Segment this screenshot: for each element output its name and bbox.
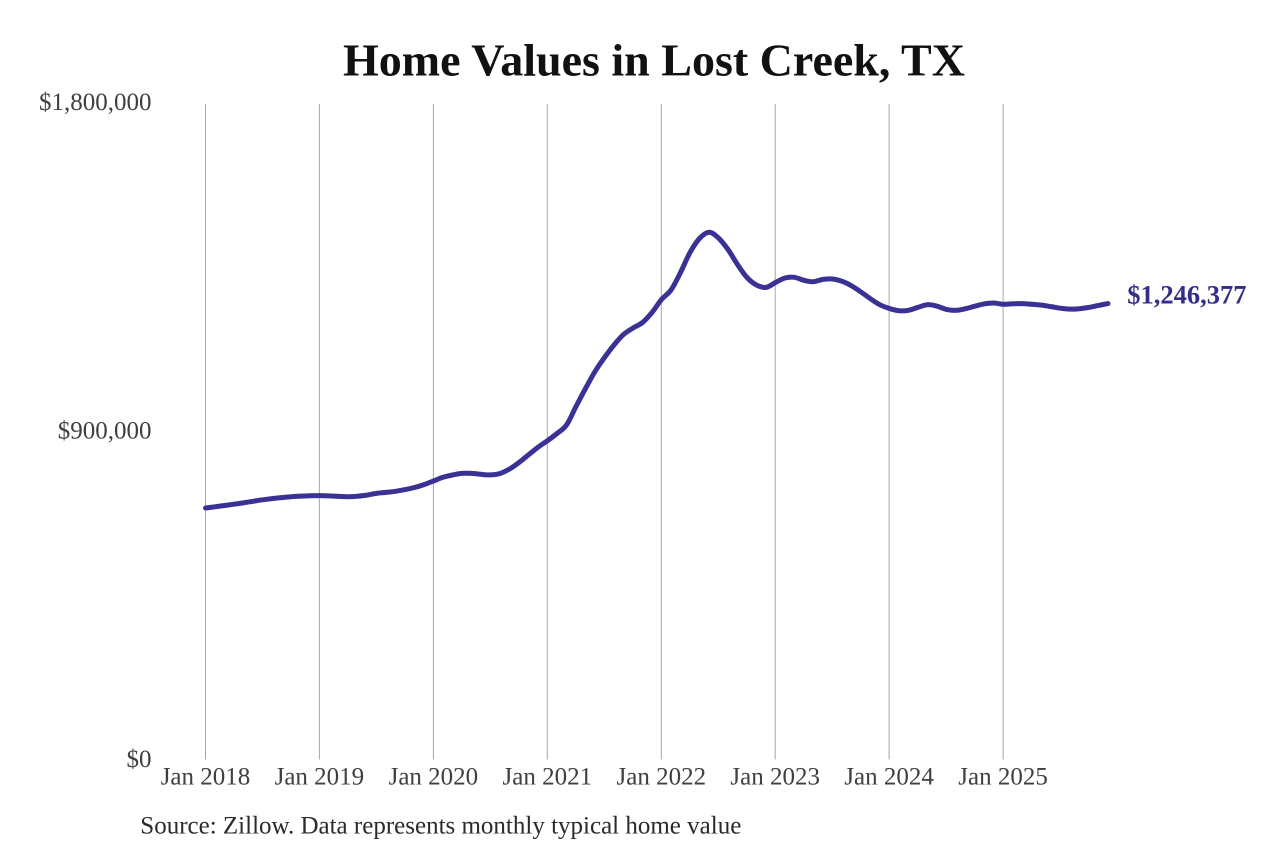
svg-text:Source: Zillow. Data represent: Source: Zillow. Data represents monthly … xyxy=(140,813,741,840)
svg-text:$1,246,377: $1,246,377 xyxy=(1127,279,1246,309)
svg-text:Jan 2019: Jan 2019 xyxy=(275,764,365,791)
svg-text:$1,800,000: $1,800,000 xyxy=(39,89,152,116)
svg-text:$900,000: $900,000 xyxy=(58,418,152,445)
svg-text:Jan 2024: Jan 2024 xyxy=(844,764,934,791)
svg-text:Jan 2025: Jan 2025 xyxy=(958,764,1048,791)
svg-text:Jan 2021: Jan 2021 xyxy=(503,764,593,791)
svg-text:Jan 2020: Jan 2020 xyxy=(389,764,479,791)
svg-text:Jan 2018: Jan 2018 xyxy=(161,764,251,791)
svg-text:Home Values in Lost Creek, TX: Home Values in Lost Creek, TX xyxy=(343,35,965,86)
svg-text:$0: $0 xyxy=(127,746,152,773)
svg-text:Jan 2023: Jan 2023 xyxy=(730,764,820,791)
svg-text:Jan 2022: Jan 2022 xyxy=(617,764,707,791)
